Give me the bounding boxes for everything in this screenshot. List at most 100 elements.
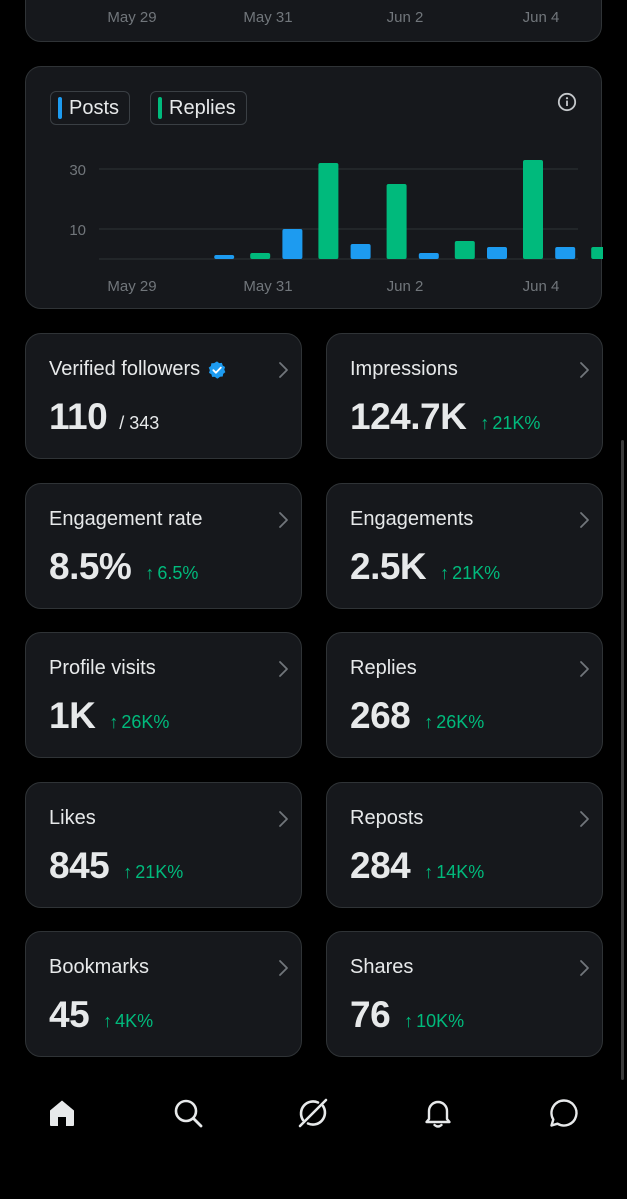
metric-delta: ↑ 21K%	[440, 563, 500, 584]
legend-replies[interactable]: Replies	[150, 91, 247, 125]
metric-value-row: 2.5K ↑ 21K%	[350, 546, 500, 588]
verified-badge-icon	[208, 360, 226, 379]
metric-value: 284	[350, 845, 411, 886]
metric-card-impressions[interactable]: Impressions 124.7K ↑ 21K%	[326, 333, 603, 459]
x-tick-label: Jun 4	[523, 278, 560, 295]
chevron-right-icon	[580, 512, 589, 528]
metric-value-row: 268 ↑ 26K%	[350, 695, 484, 737]
metric-card-verified-followers[interactable]: Verified followers 110 / 343	[25, 333, 302, 459]
metric-delta-value: 26K%	[121, 712, 170, 732]
metric-label-text: Replies	[350, 657, 417, 679]
top-chart-x-label: Jun 2	[386, 9, 424, 26]
metric-value-row: 110 / 343	[49, 396, 159, 438]
metric-label: Reposts	[350, 807, 423, 830]
metric-card-bookmarks[interactable]: Bookmarks 45 ↑ 4K%	[25, 931, 302, 1057]
metric-card-engagements[interactable]: Engagements 2.5K ↑ 21K%	[326, 483, 603, 609]
bottom-nav	[0, 1080, 627, 1150]
metric-value: 110	[49, 396, 108, 437]
arrow-up-icon: ↑	[404, 1011, 414, 1031]
metric-delta: ↑ 21K%	[480, 413, 540, 434]
legend-posts[interactable]: Posts	[50, 91, 131, 125]
metric-card-reposts[interactable]: Reposts 284 ↑ 14K%	[326, 782, 603, 908]
x-tick-label: May 29	[107, 278, 156, 295]
messages-icon[interactable]	[547, 1096, 581, 1130]
metric-label: Shares	[350, 956, 413, 979]
grok-icon[interactable]	[296, 1096, 330, 1130]
legend-posts-label: Posts	[69, 96, 120, 119]
arrow-up-icon: ↑	[145, 563, 155, 583]
info-icon[interactable]	[557, 92, 577, 112]
search-icon[interactable]	[171, 1096, 205, 1130]
metric-value: 76	[350, 994, 391, 1035]
metric-value: 845	[49, 845, 110, 886]
scrollbar[interactable]	[621, 440, 624, 1080]
metric-label: Likes	[49, 807, 96, 830]
top-chart-card: May 29 May 31 Jun 2 Jun 4	[25, 0, 602, 42]
metric-label-text: Verified followers	[49, 358, 201, 380]
y-tick-label: 10	[69, 222, 86, 239]
metric-value-row: 845 ↑ 21K%	[49, 845, 183, 887]
top-chart-x-label: Jun 4	[522, 9, 560, 26]
metric-label-text: Engagements	[350, 508, 474, 530]
chevron-right-icon	[279, 512, 288, 528]
metric-value-row: 76 ↑ 10K%	[350, 994, 464, 1036]
metric-delta: ↑ 26K%	[424, 712, 484, 733]
metric-label-text: Impressions	[350, 358, 458, 380]
metric-delta-value: 21K%	[135, 862, 184, 882]
notifications-icon[interactable]	[421, 1096, 455, 1130]
arrow-up-icon: ↑	[424, 712, 434, 732]
metric-card-likes[interactable]: Likes 845 ↑ 21K%	[25, 782, 302, 908]
metric-label-text: Bookmarks	[49, 956, 150, 978]
arrow-up-icon: ↑	[109, 712, 119, 732]
metric-label: Bookmarks	[49, 956, 149, 979]
chevron-right-icon	[580, 960, 589, 976]
bar-replies-jun-2	[454, 241, 475, 259]
legend-replies-label: Replies	[169, 96, 236, 119]
metric-value-row: 8.5% ↑ 6.5%	[49, 546, 198, 588]
metric-label: Replies	[350, 657, 417, 680]
chevron-right-icon	[580, 811, 589, 827]
metric-delta: ↑ 26K%	[109, 712, 169, 733]
metric-card-shares[interactable]: Shares 76 ↑ 10K%	[326, 931, 603, 1057]
metric-value: 45	[49, 994, 90, 1035]
metric-value-row: 124.7K ↑ 21K%	[350, 396, 540, 438]
metric-label: Engagements	[350, 508, 473, 531]
metric-delta: ↑ 21K%	[123, 862, 183, 883]
posts-swatch	[58, 97, 62, 119]
metric-delta-value: 6.5%	[157, 563, 199, 583]
bar-replies-jun-1	[386, 184, 407, 259]
arrow-up-icon: ↑	[103, 1011, 113, 1031]
metric-value: 268	[350, 695, 411, 736]
arrow-up-icon: ↑	[424, 862, 434, 882]
top-chart-x-axis: May 29 May 31 Jun 2 Jun 4	[26, 9, 601, 29]
metric-card-replies[interactable]: Replies 268 ↑ 26K%	[326, 632, 603, 758]
bar-replies-jun-3	[523, 160, 543, 259]
bar-posts-may-31	[282, 229, 303, 259]
top-chart-x-label: May 31	[243, 9, 293, 26]
home-icon[interactable]	[45, 1096, 79, 1130]
metric-label-text: Reposts	[350, 807, 424, 829]
metric-delta-value: 21K%	[452, 563, 501, 583]
bar-replies-may-31	[318, 163, 339, 259]
metric-card-profile-visits[interactable]: Profile visits 1K ↑ 26K%	[25, 632, 302, 758]
metric-delta-value: 26K%	[436, 712, 485, 732]
x-tick-label: Jun 2	[387, 278, 424, 295]
chevron-right-icon	[580, 661, 589, 677]
metric-value: 8.5%	[49, 546, 132, 587]
metric-delta: ↑ 10K%	[404, 1011, 464, 1032]
replies-swatch	[158, 97, 162, 119]
chevron-right-icon	[279, 661, 288, 677]
arrow-up-icon: ↑	[480, 413, 490, 433]
metric-value: 1K	[49, 695, 96, 736]
metric-delta: ↑ 14K%	[424, 862, 484, 883]
bar-posts-may-30	[214, 255, 235, 259]
metric-delta-value: 10K%	[416, 1011, 465, 1031]
bar-replies-jun-4	[591, 247, 603, 259]
metric-delta: ↑ 6.5%	[145, 563, 198, 584]
metric-value: 2.5K	[350, 546, 427, 587]
metric-value-row: 45 ↑ 4K%	[49, 994, 153, 1036]
top-chart-x-label: May 29	[107, 9, 157, 26]
metric-card-engagement-rate[interactable]: Engagement rate 8.5% ↑ 6.5%	[25, 483, 302, 609]
bar-replies-may-30	[250, 253, 271, 259]
metric-label: Verified followers	[49, 358, 227, 381]
